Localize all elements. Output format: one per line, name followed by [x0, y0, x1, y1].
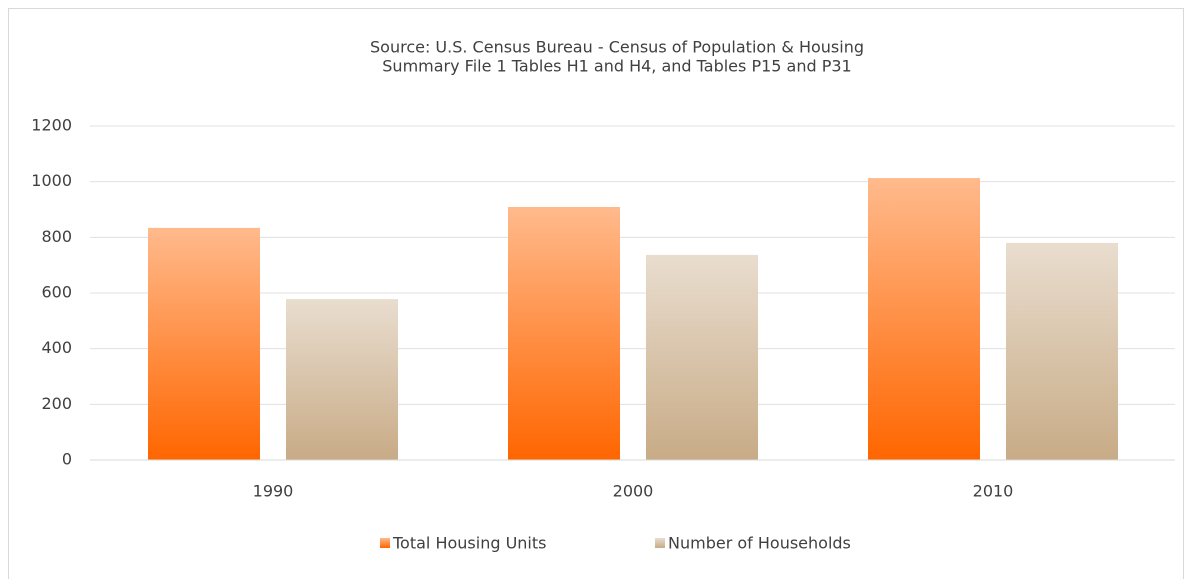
legend-label: Number of Households	[668, 534, 851, 553]
bar	[148, 227, 260, 460]
y-tick-label: 800	[41, 227, 72, 246]
bar	[508, 206, 620, 460]
x-tick-label: 2000	[613, 482, 654, 501]
bar	[868, 178, 980, 460]
y-tick-label: 0	[62, 450, 72, 469]
bar	[646, 254, 758, 460]
chart-title: Summary File 1 Tables H1 and H4, and Tab…	[382, 57, 851, 76]
x-tick-label: 1990	[253, 482, 294, 501]
legend-swatch	[380, 538, 390, 548]
y-tick-label: 1200	[31, 116, 72, 135]
legend-swatch	[655, 538, 665, 548]
x-tick-label: 2010	[973, 482, 1014, 501]
y-tick-label: 600	[41, 283, 72, 302]
chart-title: Source: U.S. Census Bureau - Census of P…	[370, 38, 864, 57]
y-tick-label: 1000	[31, 171, 72, 190]
y-tick-label: 400	[41, 338, 72, 357]
y-tick-label: 200	[41, 394, 72, 413]
bar	[286, 299, 398, 460]
bar	[1006, 242, 1118, 460]
legend-label: Total Housing Units	[392, 534, 546, 553]
